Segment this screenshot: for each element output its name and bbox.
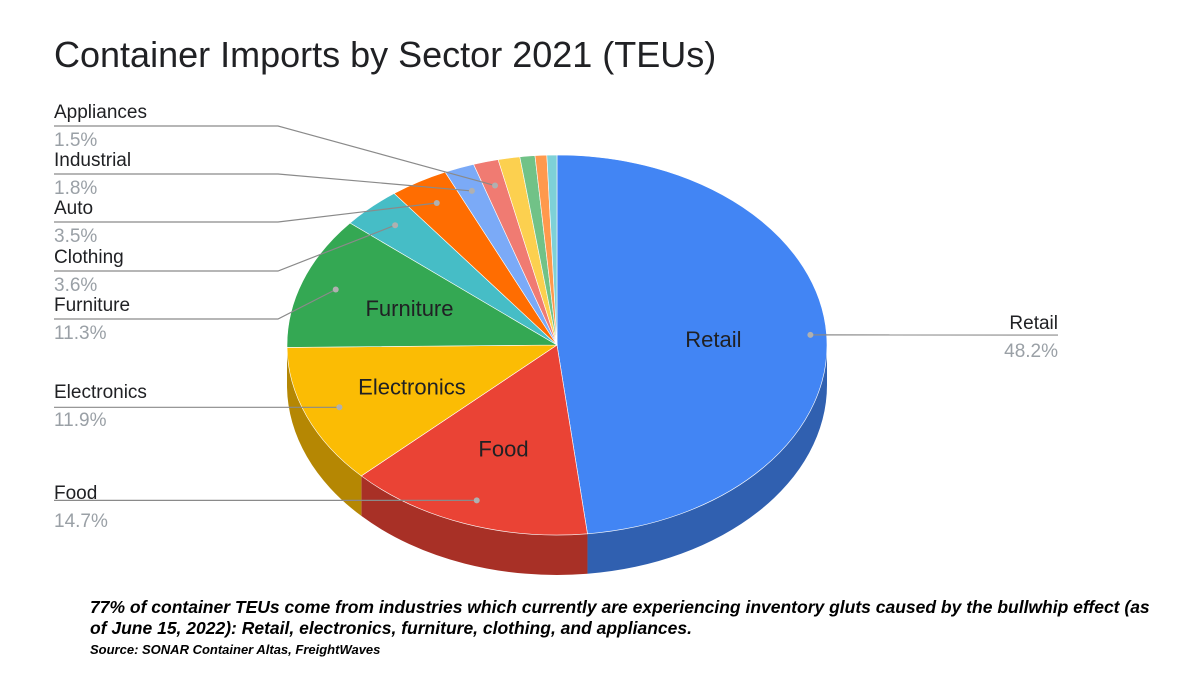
outer-pct-clothing: 3.6% [54,275,97,296]
pie-slice-retail [556,154,828,535]
leader-dot-food [473,497,480,504]
outer-pct-furniture: 11.3% [54,323,107,344]
leader-dot-furniture [332,286,339,293]
leader-line-industrial [54,173,472,192]
leader-dot-retail [807,331,814,338]
outer-pct-electronics: 11.9% [54,410,107,431]
pie-side-0 [587,345,827,574]
leader-line-clothing [54,224,396,272]
pie-sides [287,345,827,575]
outer-label-industrial: Industrial [54,150,131,171]
pie-inner-labels: Retail Food Electronics Furniture [358,296,741,462]
leader-dot-electronics [336,404,343,411]
caption: 77% of container TEUs come from industri… [90,597,1150,638]
chart-title: Container Imports by Sector 2021 (TEUs) [54,34,717,75]
inner-label-food: Food [478,437,528,462]
outer-label-appliances: Appliances [54,102,147,123]
outer-pct-industrial: 1.8% [54,178,97,199]
outer-label-food: Food [54,483,97,504]
inner-label-retail: Retail [685,327,741,352]
inner-label-electronics: Electronics [358,375,466,400]
leader-line-furniture [54,288,337,320]
leader-dot-clothing [392,222,399,229]
outer-label-furniture: Furniture [54,295,130,316]
outer-label-auto: Auto [54,198,93,219]
outer-label-clothing: Clothing [54,247,124,268]
pie-outer-labels: Retail 48.2% Food 14.7% Electronics 11.9% Furn… [54,102,1058,532]
outer-pct-appliances: 1.5% [54,130,97,151]
outer-pct-food: 14.7% [54,511,108,532]
leader-dot-industrial [468,187,475,194]
pie-slices [286,154,828,536]
source-note: Source: SONAR Container Altas, FreightWa… [90,642,381,657]
leader-line-auto [54,202,437,223]
pie-side-2 [287,347,362,516]
outer-label-electronics: Electronics [54,382,147,403]
pie-chart: Retail Food Electronics Furniture Retail 48.… [54,102,1059,575]
pie-slice-electronics [286,344,559,477]
outer-pct-auto: 3.5% [54,226,97,247]
pie-side-1 [361,475,588,575]
pie-leader-lines [54,125,1059,504]
inner-label-furniture: Furniture [365,296,453,321]
outer-pct-retail: 48.2% [1004,341,1058,362]
leader-dot-auto [433,199,440,206]
pie-slice-other-11 [546,154,558,346]
pie-slice-food [360,344,588,536]
leader-dot-appliances [492,182,499,189]
pie-slice-furniture [286,222,559,348]
outer-label-retail: Retail [1009,313,1058,334]
leader-line-appliances [54,125,496,187]
